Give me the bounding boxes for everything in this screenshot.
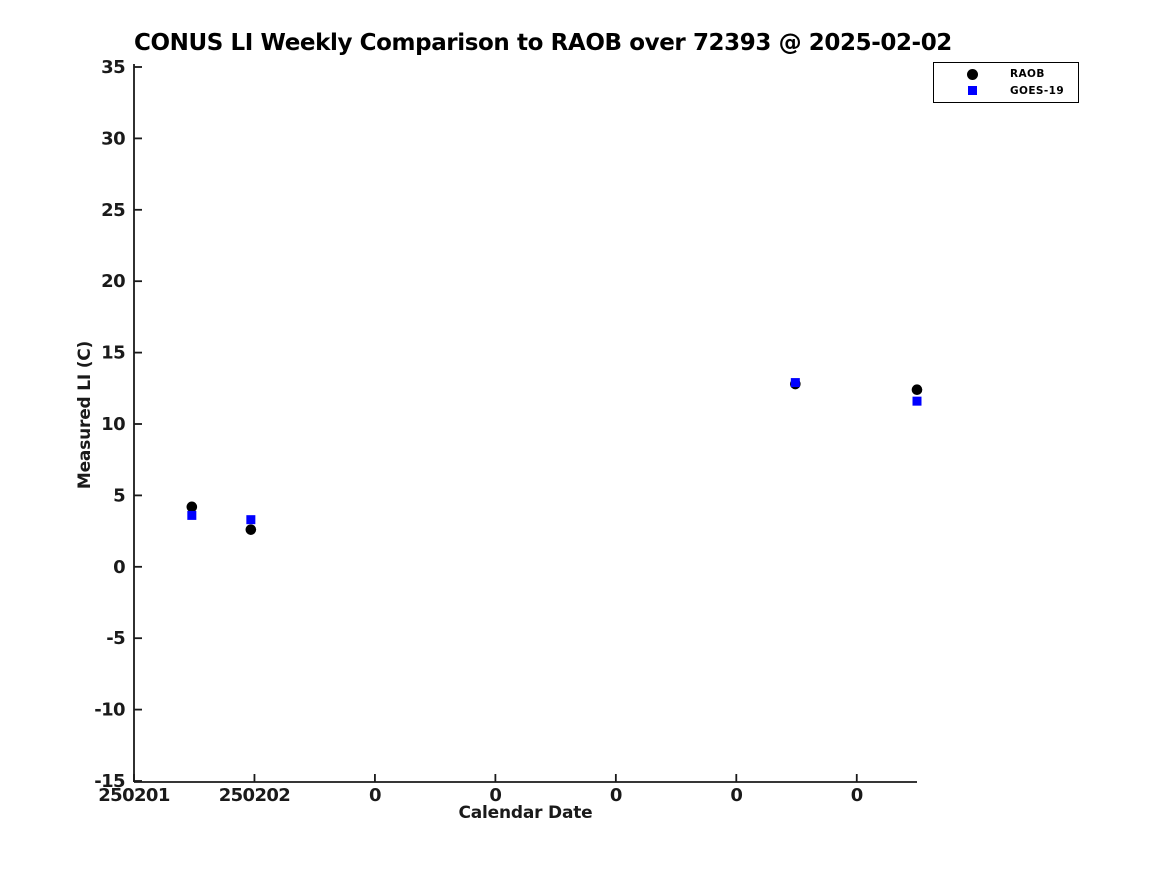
chart-title: CONUS LI Weekly Comparison to RAOB over … (134, 30, 952, 56)
legend-label-raob: RAOB (1010, 68, 1045, 81)
legend-marker-cell (934, 68, 1010, 80)
data-point-goes-19 (790, 378, 800, 388)
legend: RAOB GOES-19 (933, 62, 1079, 103)
x-tick-label: 0 (851, 785, 863, 806)
legend-marker-cell (934, 86, 1010, 96)
y-tick-label: -5 (106, 628, 125, 649)
y-tick-label: 20 (101, 271, 125, 292)
x-tick-label: 250201 (98, 785, 170, 806)
y-tick-label: -10 (94, 700, 125, 721)
x-tick-label: 250202 (219, 785, 291, 806)
x-tick-label: 0 (489, 785, 501, 806)
x-tick-label: 0 (369, 785, 381, 806)
data-point-goes-19 (246, 515, 256, 525)
y-tick-label: 15 (101, 343, 125, 364)
data-point-raob (911, 384, 923, 396)
y-tick-label: 10 (101, 414, 125, 435)
data-point-raob (186, 501, 198, 513)
legend-label-goes19: GOES-19 (1010, 84, 1065, 97)
x-axis-label: Calendar Date (458, 803, 593, 823)
data-point-raob (245, 524, 257, 535)
y-tick-label: 30 (101, 128, 125, 149)
x-tick-label: 0 (730, 785, 742, 806)
y-tick-label: 5 (113, 485, 125, 506)
y-axis-label: Measured LI (C) (75, 340, 95, 490)
raob-circle-marker-icon (966, 68, 978, 80)
data-point-goes-19 (912, 396, 922, 406)
y-tick-label: 0 (113, 557, 125, 578)
y-tick-label: 25 (101, 200, 125, 221)
y-tick-label: -15 (94, 771, 125, 792)
legend-entry-raob: RAOB (934, 67, 1078, 82)
y-tick-label: 35 (101, 57, 125, 78)
x-tick-label: 0 (610, 785, 622, 806)
goes19-square-marker-icon (967, 86, 977, 96)
legend-entry-goes19: GOES-19 (934, 83, 1078, 98)
data-point-goes-19 (187, 510, 197, 520)
